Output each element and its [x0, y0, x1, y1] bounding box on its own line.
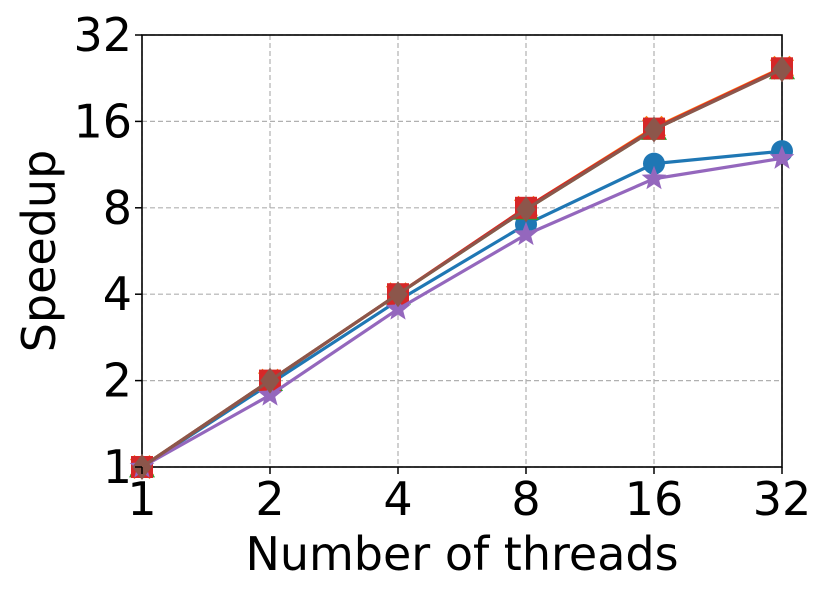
- data-point: [516, 196, 536, 223]
- data-point: [772, 56, 792, 83]
- data-point: [388, 281, 408, 308]
- x-tick-label: 1: [127, 472, 156, 526]
- plot-frame: [141, 34, 783, 468]
- y-tick-label: 8: [103, 181, 132, 235]
- x-tick-label: 16: [625, 472, 684, 526]
- x-tick-label: 2: [255, 472, 284, 526]
- series-5: [129, 145, 795, 478]
- series-line: [141, 66, 783, 469]
- y-tick-label: 4: [103, 267, 132, 321]
- data-point: [260, 367, 280, 394]
- data-point: [513, 221, 539, 246]
- data-point: [643, 152, 665, 175]
- data-point: [257, 382, 283, 406]
- series-line: [141, 67, 783, 469]
- data-point: [644, 116, 664, 143]
- y-axis-label: Speedup: [12, 150, 66, 353]
- series-line: [141, 156, 783, 469]
- y-tick-label: 1: [103, 440, 132, 494]
- data-point: [641, 165, 667, 190]
- x-tick-labels: 1 2 4 8 16 32: [127, 467, 811, 526]
- x-tick-label: 32: [753, 472, 812, 526]
- series-line: [141, 149, 783, 469]
- y-tick-labels: 1 2 4 8 16 32: [73, 8, 142, 494]
- y-tick-label: 32: [73, 8, 132, 62]
- data-point: [385, 296, 411, 320]
- series-group: [129, 55, 795, 480]
- x-tick-label: 8: [511, 472, 540, 526]
- series-4: [131, 57, 793, 478]
- series-3: [129, 55, 795, 478]
- y-tick-label: 16: [73, 94, 132, 148]
- series-line: [141, 67, 783, 469]
- x-tick-label: 4: [383, 472, 412, 526]
- series-2: [130, 55, 794, 479]
- y-tick-label: 2: [103, 354, 132, 408]
- data-point: [769, 145, 795, 169]
- series-1: [131, 140, 793, 478]
- x-axis-label: Number of threads: [245, 527, 678, 581]
- series-line: [141, 66, 783, 469]
